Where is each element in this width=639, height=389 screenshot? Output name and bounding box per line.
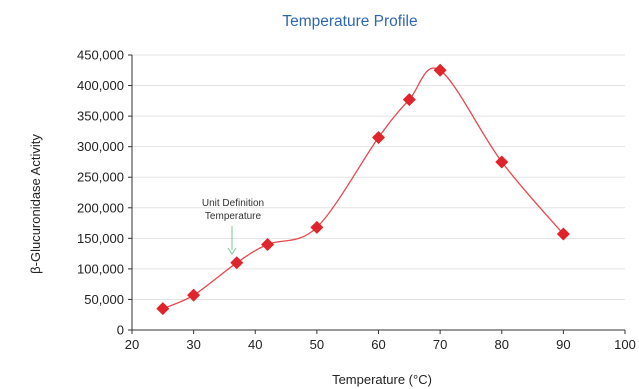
y-tick-label: 50,000 [84, 292, 124, 307]
x-tick-label: 50 [310, 337, 324, 352]
series-curve [162, 67, 564, 310]
axes [131, 55, 625, 331]
data-point-marker [495, 155, 509, 169]
x-tick-label: 70 [433, 337, 447, 352]
y-tick-label: 250,000 [77, 170, 124, 185]
annotation-line-1: Unit Definition [202, 198, 264, 209]
data-point-marker [372, 131, 385, 144]
y-tick-label: 350,000 [77, 109, 124, 124]
data-point-marker [156, 302, 170, 316]
grid-lines [132, 54, 625, 300]
x-tick-label: 20 [125, 337, 139, 352]
x-tick-label: 30 [186, 337, 200, 352]
data-point-marker [402, 93, 416, 107]
data-point-marker [230, 256, 244, 270]
x-tick-label: 80 [495, 337, 509, 352]
y-tick-label: 400,000 [77, 78, 124, 93]
x-tick-label: 60 [371, 337, 385, 352]
x-tick-label: 40 [248, 337, 262, 352]
y-tick-labels: 0 50,000 100,000 150,000 200,000 250,000 300,0… [77, 48, 132, 338]
x-tick-label: 90 [556, 337, 570, 352]
y-tick-label: 150,000 [77, 231, 124, 246]
y-tick-label: 0 [117, 323, 124, 338]
data-point-marker [261, 237, 275, 251]
y-tick-label: 100,000 [77, 261, 124, 276]
y-axis-label: β-Glucuronidase Activity [28, 134, 43, 274]
x-tick-label: 100 [614, 337, 636, 352]
chart-title: Temperature Profile [282, 13, 417, 30]
data-point-marker [433, 63, 447, 77]
annotation-line-2: Temperature [205, 211, 262, 222]
x-axis-label: Temperature (°C) [332, 372, 432, 387]
data-points [156, 63, 570, 316]
data-point-marker [187, 288, 201, 302]
data-point-marker [310, 220, 324, 234]
y-tick-label: 200,000 [77, 200, 124, 215]
unit-definition-annotation: Unit Definition Temperature [202, 198, 264, 255]
y-tick-label: 450,000 [77, 48, 124, 63]
data-point-marker [556, 227, 570, 241]
x-tick-labels: 20 30 40 50 60 70 80 90 100 [125, 330, 636, 352]
annotation-arrowhead [227, 247, 237, 255]
y-tick-label: 300,000 [77, 139, 124, 154]
